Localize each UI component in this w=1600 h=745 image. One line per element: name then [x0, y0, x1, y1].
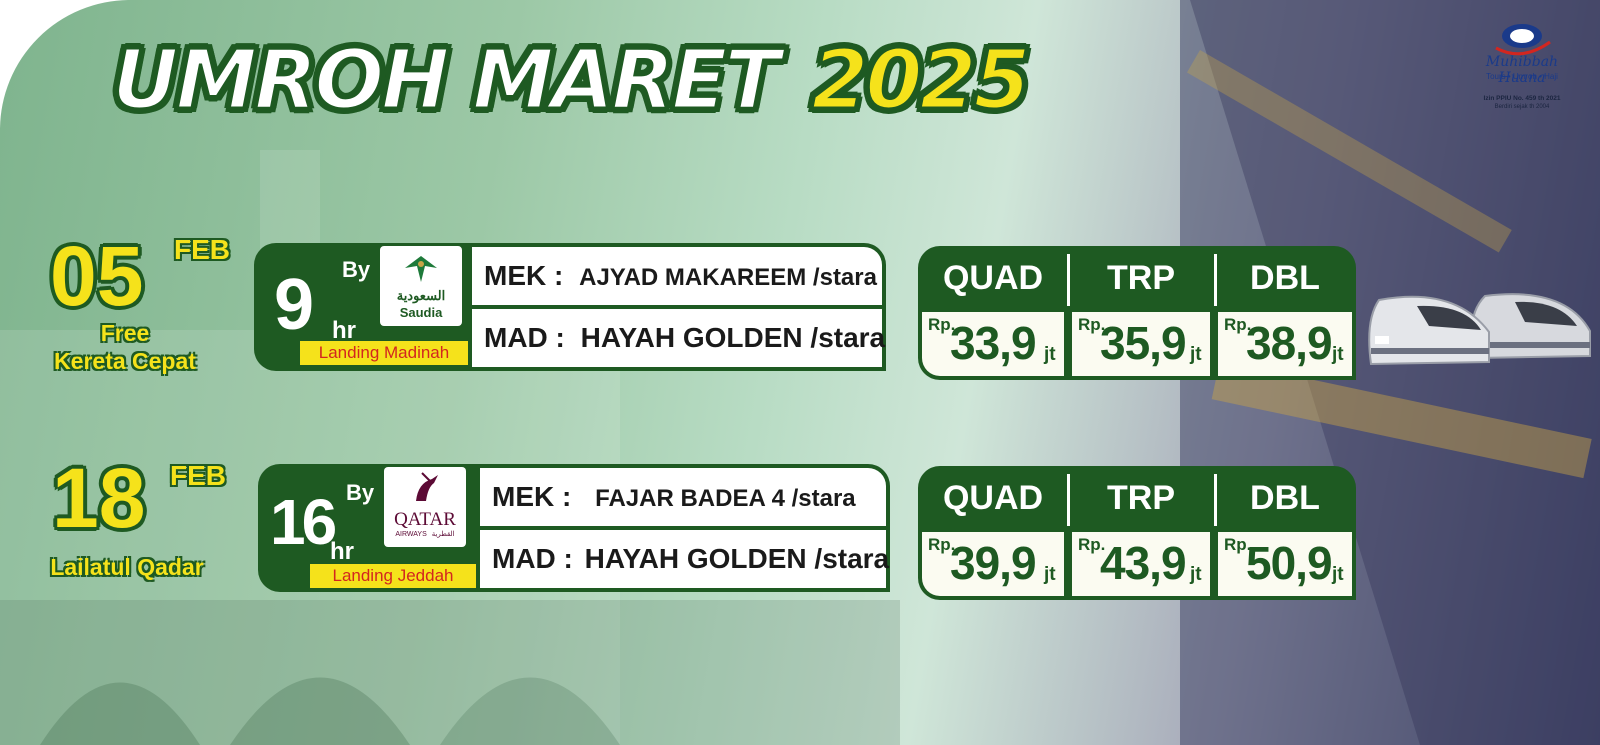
package-note: Lailatul Qadar [32, 554, 222, 582]
price-currency: Rp. [1224, 535, 1252, 554]
qatar-airways: AIRWAYS [395, 531, 427, 538]
price-unit: jt [1190, 564, 1202, 585]
airline-logo-qatar: QATAR AIRWAYS القطرية [384, 467, 466, 547]
price-trp: TRP Rp. 35,9 jt [1068, 246, 1214, 380]
note-line-1: Free [100, 320, 150, 346]
qatar-arabic: القطرية [431, 531, 455, 538]
hotel-mek-name: AJYAD MAKAREEM /stara [579, 264, 877, 291]
flight-hours: 16 [270, 486, 337, 558]
price-amount: 39,9 [950, 537, 1037, 589]
hotel-mad: MAD : HAYAH GOLDEN /stara [472, 309, 886, 367]
hotel-mad-label: MAD : [484, 322, 565, 353]
flight-duration: 9 hr [274, 269, 356, 343]
price-amount: 43,9 [1100, 537, 1187, 589]
hotel-mek-label: MEK : [492, 481, 572, 512]
price-unit: jt [1332, 564, 1344, 585]
logo-license: Izin PPIU No. 459 th 2021 [1483, 95, 1561, 102]
price-dbl: DBL Rp. 50,9 jt [1214, 466, 1356, 600]
flight-by-label: By [346, 480, 375, 505]
price-unit: jt [1332, 344, 1344, 365]
title-year: 2025 [810, 33, 1032, 128]
price-amount: 50,9 [1246, 537, 1333, 589]
hotel-mad-name: HAYAH GOLDEN /stara [580, 322, 886, 353]
price-type: TRP [1107, 479, 1175, 517]
column-divider [1214, 254, 1217, 306]
price-currency: Rp. [1078, 315, 1106, 334]
price-currency: Rp. [1078, 535, 1106, 554]
flight-hours: 9 [274, 265, 314, 345]
price-quad: QUAD Rp. 39,9 jt [918, 466, 1068, 600]
price-type: DBL [1250, 479, 1320, 517]
price-cell: Rp. 33,9 jt [922, 312, 1064, 376]
price-unit: jt [1044, 344, 1056, 365]
saudia-logo-icon [405, 256, 437, 282]
company-logo: Muhibbah Huana Tours • Umroh • Haji Izin… [1462, 20, 1582, 120]
hotel-mek-label: MEK : [484, 260, 564, 291]
price-trp: TRP Rp. 43,9 jt [1068, 466, 1214, 600]
flight-duration: 16 hr [270, 490, 354, 564]
flight-card: 9 hr By السعودية Saudia Landing Madinah … [254, 243, 886, 371]
package-month: FEB [170, 460, 226, 491]
saudia-name: Saudia [399, 305, 443, 320]
note-line-1: Lailatul Qadar [50, 554, 204, 580]
package-month: FEB [174, 234, 230, 265]
price-type: QUAD [942, 259, 1044, 297]
price-type: QUAD [942, 479, 1044, 517]
landing-label: Landing Madinah [300, 341, 468, 365]
hotel-mek: MEK : AJYAD MAKAREEM /stara [472, 247, 882, 305]
column-divider [1067, 474, 1070, 526]
price-type: TRP [1107, 259, 1175, 297]
price-type: DBL [1250, 259, 1320, 297]
landing-label: Landing Jeddah [310, 564, 476, 588]
airline-logo-saudia: السعودية Saudia [380, 246, 462, 326]
qatar-sub: AIRWAYS القطرية [384, 530, 466, 538]
flight-hours-unit: hr [330, 538, 354, 565]
hotel-mad: MAD : HAYAH GOLDEN /stara [480, 530, 890, 588]
price-cell: Rp. 43,9 jt [1072, 532, 1210, 596]
package-day: 05 [50, 229, 144, 323]
price-unit: jt [1044, 564, 1056, 585]
price-cell: Rp. 39,9 jt [922, 532, 1064, 596]
note-line-2: Kereta Cepat [54, 347, 196, 374]
logo-since: Berdiri sejak th 2004 [1494, 104, 1550, 110]
qatar-oryx-icon [416, 472, 438, 501]
price-currency: Rp. [928, 535, 956, 554]
package-note: Free Kereta Cepat [34, 320, 216, 375]
price-amount: 33,9 [950, 317, 1037, 369]
hotel-mek: MEK : FAJAR BADEA 4 /stara [480, 468, 886, 526]
title-text: UMROH MARET [110, 33, 781, 128]
price-table: QUAD Rp. 39,9 jt TRP Rp. 43,9 jt DBL [918, 466, 1356, 600]
package-day: 18 [52, 451, 146, 545]
hotel-mek-name: FAJAR BADEA 4 /stara [595, 485, 856, 512]
flight-card: 16 hr By QATAR AIRWAYS القطرية Landing J… [258, 464, 890, 592]
qatar-name: QATAR [394, 509, 456, 530]
column-divider [1067, 254, 1070, 306]
price-quad: QUAD Rp. 33,9 jt [918, 246, 1068, 380]
price-amount: 38,9 [1246, 317, 1333, 369]
page-title: UMROH MARET 2025 [110, 38, 1032, 123]
hotel-mad-name: HAYAH GOLDEN /stara [584, 543, 890, 574]
logo-tagline: Tours • Umroh • Haji [1486, 72, 1558, 81]
column-divider [1214, 474, 1217, 526]
price-cell: Rp. 35,9 jt [1072, 312, 1210, 376]
price-cell: Rp. 38,9 jt [1218, 312, 1352, 376]
flight-hours-unit: hr [332, 317, 356, 344]
saudia-arabic: السعودية [396, 288, 446, 303]
flight-by-label: By [342, 257, 371, 282]
price-currency: Rp. [928, 315, 956, 334]
price-unit: jt [1190, 344, 1202, 365]
muhibbah-logo-icon [1495, 24, 1551, 56]
logo-name: Muhibbah Huana [1485, 54, 1559, 86]
hotel-mad-label: MAD : [492, 543, 573, 574]
price-cell: Rp. 50,9 jt [1218, 532, 1352, 596]
price-currency: Rp. [1224, 315, 1252, 334]
price-amount: 35,9 [1100, 317, 1187, 369]
price-table: QUAD Rp. 33,9 jt TRP Rp. 35,9 jt DBL [918, 246, 1356, 380]
high-speed-train-icon [1368, 293, 1591, 366]
price-dbl: DBL Rp. 38,9 jt [1214, 246, 1356, 380]
